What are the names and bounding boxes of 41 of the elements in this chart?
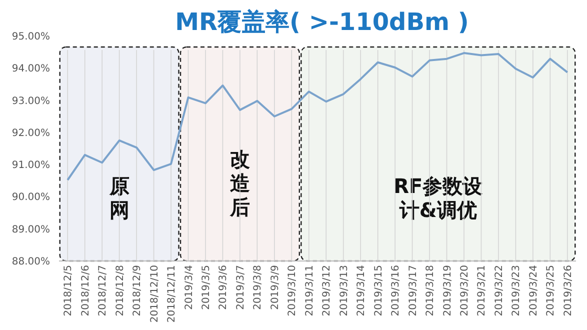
y-tick-label: 90.00% <box>12 192 50 204</box>
y-tick-label: 92.00% <box>12 128 50 139</box>
x-tick-label: 2018/12/5 <box>63 265 74 316</box>
y-tick-label: 89.00% <box>12 224 50 236</box>
x-tick-label: 2018/12/8 <box>114 265 126 316</box>
x-tick-label: 2019/3/24 <box>528 265 540 316</box>
y-tick-label: 95.00% <box>12 32 50 42</box>
x-tick-label: 2019/3/14 <box>356 265 368 316</box>
x-tick-label: 2019/3/4 <box>184 265 195 310</box>
x-tick-label: 2019/3/18 <box>425 265 436 316</box>
x-tick-label: 2019/3/19 <box>442 265 454 316</box>
x-tick-label: 2019/3/10 <box>287 265 298 316</box>
band-label: 原网 <box>108 174 130 222</box>
x-tick-label: 2019/3/17 <box>408 265 419 316</box>
x-tick-label: 2019/3/20 <box>459 265 470 316</box>
x-tick-label: 2019/3/16 <box>390 265 402 316</box>
y-tick-label: 94.00% <box>12 64 50 75</box>
x-tick-label: 2019/3/6 <box>218 265 230 310</box>
y-tick-label: 91.00% <box>12 160 50 172</box>
x-tick-label: 2018/12/6 <box>80 265 92 316</box>
band-label: 改造后 <box>228 147 250 219</box>
x-tick-label: 2019/3/5 <box>200 265 212 310</box>
x-tick-label: 2019/3/7 <box>235 265 246 310</box>
x-tick-label: 2019/3/13 <box>338 265 350 316</box>
x-tick-label: 2019/3/22 <box>494 265 505 316</box>
x-tick-label: 2019/3/21 <box>476 265 488 316</box>
x-tick-label: 2019/3/8 <box>252 265 264 310</box>
x-tick-label: 2019/3/12 <box>322 265 333 316</box>
x-tick-label: 2018/12/10 <box>149 265 160 323</box>
y-tick-label: 88.00% <box>12 256 50 268</box>
chart-title: MR覆盖率( >-110dBm ) <box>175 8 469 36</box>
x-tick-label: 2018/12/9 <box>132 265 144 316</box>
x-tick-label: 2019/3/15 <box>373 265 384 316</box>
x-tick-label: 2019/3/26 <box>562 265 574 316</box>
x-tick-label: 2019/3/25 <box>546 265 557 316</box>
y-tick-label: 93.00% <box>12 96 50 107</box>
x-tick-label: 2019/3/11 <box>304 265 316 316</box>
x-tick-label: 2018/12/7 <box>98 265 109 316</box>
x-tick-label: 2019/3/9 <box>270 265 281 310</box>
x-tick-label: 2018/12/11 <box>166 265 178 323</box>
x-tick-label: 2019/3/23 <box>511 265 522 316</box>
